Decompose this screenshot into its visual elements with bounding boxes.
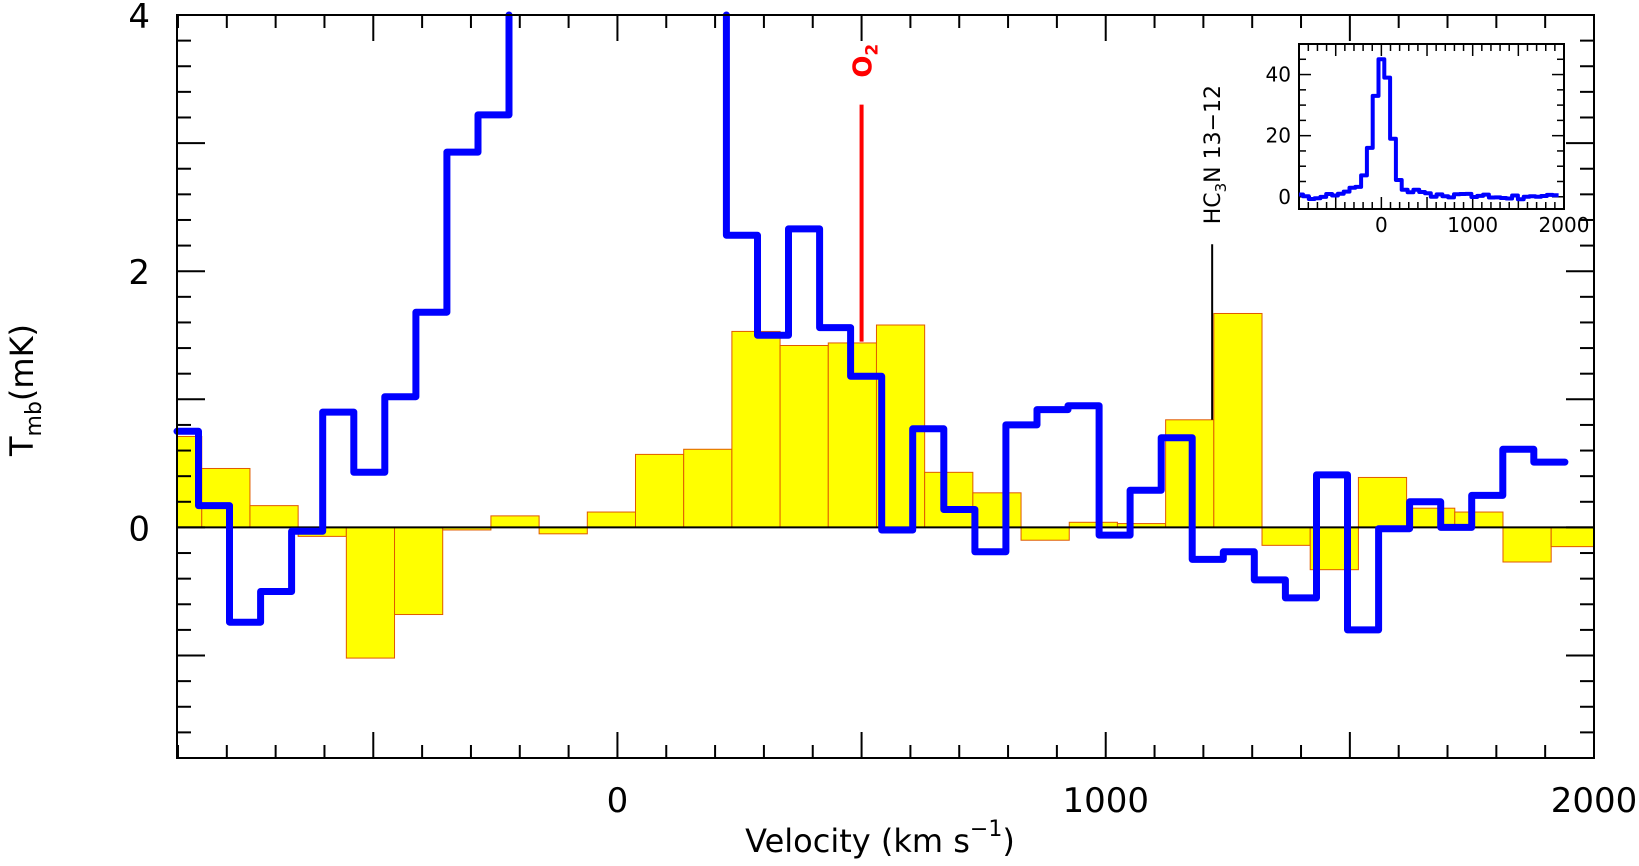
histogram-bar [779,345,829,528]
inset-x-tick-label: 2000 [1539,213,1590,237]
histogram-bar [201,467,251,528]
histogram-bar [1020,526,1070,541]
x-tick-label: 1000 [1062,781,1149,821]
o2-label-sub: 2 [863,44,883,56]
inset-y-tick-label: 0 [1278,185,1291,209]
x-axis-label-close: ) [1002,822,1014,860]
inset-x-tick-label: 1000 [1447,213,1498,237]
y-axis-label-main: T [3,436,41,457]
histogram-bar [731,330,781,528]
y-tick-label: 0 [128,509,150,549]
hc3n-label-main: HC [1201,192,1226,224]
histogram-bar [394,526,444,616]
x-axis-label-sup: −1 [970,817,1002,842]
inset-y-tick-label: 40 [1266,63,1291,87]
y-axis-label-sub: mb [22,401,47,436]
inset-blue-step-line [1299,57,1559,202]
x-axis-label: Velocity (km s−1) [745,817,1015,860]
histogram-bar [1502,526,1552,563]
y-tick-label: 2 [128,253,150,293]
inset-frame [1298,43,1565,210]
o2-label: O2 [849,44,883,78]
blue-step-line [722,11,1569,634]
hc3n-label-sub: 3 [1212,183,1230,193]
o2-label-main: O [849,56,879,78]
inset-plot: 0 1000 2000 0 20 40 [1266,43,1590,237]
blue-step-series [173,11,1569,634]
inset-y-tick-label: 20 [1266,124,1291,148]
plot-frame [176,14,1595,759]
hc3n-label-rest: N 13−12 [1201,85,1226,183]
hc3n-label: HC3N 13−12 [1201,85,1230,224]
x-tick-label: 2000 [1551,781,1638,821]
histogram-bar [1213,312,1263,528]
histogram-bar [972,492,1022,528]
y-axis-label-unit: (mK) [3,324,41,401]
histogram-bar [924,471,974,528]
histogram-bar [490,515,540,528]
histogram-bar [345,526,396,659]
histogram-bar [1261,526,1311,546]
histogram-bar [634,453,685,528]
x-axis-label-main: Velocity (km s [745,822,970,860]
histogram-bar [1357,476,1408,528]
y-tick-label: 4 [128,0,150,37]
histogram-bar [683,448,733,528]
line-markers: O2 HC3N 13−12 [849,44,1230,420]
histogram-bar [586,511,636,528]
histogram-bar [1550,526,1595,548]
blue-step-line [173,11,513,626]
axis-labels: Velocity (km s−1) Tmb(mK) [3,324,1015,860]
histogram-bar [249,505,299,528]
x-tick-label: 0 [607,781,629,821]
y-axis-label: Tmb(mK) [3,324,47,457]
inset-x-tick-label: 0 [1375,213,1388,237]
